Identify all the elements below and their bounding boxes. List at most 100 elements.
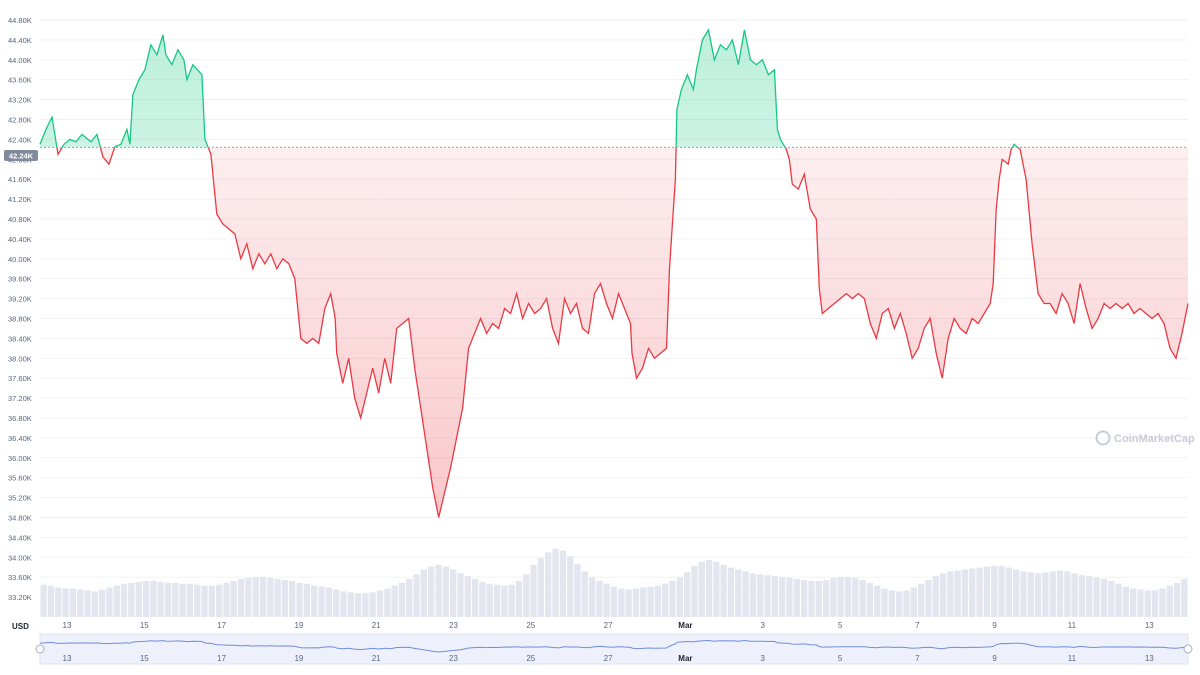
volume-bar — [727, 567, 735, 617]
y-tick-label: 44.40K — [8, 36, 32, 45]
volume-bar — [1144, 590, 1151, 617]
area-fill-below — [56, 147, 1188, 518]
volume-bar — [822, 580, 830, 618]
volume-bar — [1020, 571, 1027, 617]
volume-bar — [186, 583, 193, 618]
volume-bar — [252, 577, 259, 617]
volume-bar — [493, 584, 501, 617]
range-navigator[interactable]: 13 15 17 19 21 23 25 27 Mar 3 5 7 9 11 13 — [35, 633, 1193, 665]
volume-bar — [1027, 572, 1034, 617]
volume-bar — [749, 573, 757, 617]
volume-bar — [296, 582, 303, 617]
y-tick-label: 40.00K — [8, 255, 32, 264]
volume-bar — [106, 587, 113, 617]
volume-bar — [384, 588, 391, 617]
volume-bar — [471, 579, 479, 617]
volume-bar — [1013, 569, 1020, 617]
y-tick-label: 43.20K — [8, 96, 32, 105]
volume-bar — [779, 577, 786, 617]
volume-bar — [939, 573, 947, 617]
navigator-right-handle[interactable] — [1183, 644, 1193, 654]
navigator-x-tick-label: 25 — [526, 654, 535, 663]
x-tick-label: 9 — [992, 621, 997, 630]
volume-bar — [237, 579, 245, 617]
volume-bar — [567, 556, 574, 617]
volume-bar — [976, 567, 983, 617]
volume-bar — [947, 571, 954, 617]
navigator-left-handle[interactable] — [35, 644, 45, 654]
volume-bar — [735, 569, 742, 617]
volume-bar — [150, 580, 157, 617]
volume-bar — [420, 569, 427, 617]
volume-bar — [457, 573, 464, 617]
volume-bar — [428, 566, 435, 617]
currency-label: USD — [12, 622, 29, 631]
y-tick-label: 35.60K — [8, 474, 32, 483]
volume-bar — [128, 582, 135, 617]
volume-bar — [764, 575, 771, 617]
volume-bar — [903, 590, 910, 617]
y-tick-label: 36.00K — [8, 454, 32, 463]
volume-bar — [720, 564, 727, 618]
navigator-x-tick-label: 23 — [449, 654, 458, 663]
volume-bar — [552, 548, 559, 617]
navigator-background[interactable] — [39, 633, 1189, 665]
volume-bar — [808, 580, 815, 617]
volume-bar — [333, 589, 340, 617]
volume-bar — [230, 580, 237, 617]
volume-bar — [91, 591, 98, 618]
volume-bar — [888, 590, 895, 617]
volume-bar — [1130, 588, 1137, 617]
navigator-x-axis: 13 15 17 19 21 23 25 27 Mar 3 5 7 9 11 13 — [63, 654, 1155, 663]
volume-bar — [1173, 582, 1181, 617]
volume-bar — [596, 580, 603, 617]
volume-bar — [852, 578, 859, 617]
volume-bar — [925, 580, 932, 618]
current-price-label: 42.24K — [9, 152, 34, 161]
navigator-x-tick-label: 11 — [1068, 654, 1077, 663]
volume-bar — [793, 579, 800, 617]
volume-bar — [435, 564, 442, 618]
volume-bar — [574, 563, 581, 617]
volume-bar — [508, 584, 515, 617]
y-tick-label: 33.60K — [8, 573, 32, 582]
y-tick-label: 43.60K — [8, 76, 32, 85]
y-tick-label: 36.40K — [8, 434, 32, 443]
volume-bar — [771, 576, 778, 617]
volume-bar — [77, 589, 84, 617]
volume-bar — [537, 558, 544, 617]
y-tick-label: 42.40K — [8, 135, 32, 144]
x-tick-label: 23 — [449, 621, 458, 630]
x-tick-label: 13 — [63, 621, 72, 630]
area-fill-above — [40, 29, 1188, 148]
volume-bar — [515, 580, 523, 617]
volume-bar — [969, 568, 976, 617]
volume-bar — [406, 579, 413, 617]
y-tick-label: 40.40K — [8, 235, 32, 244]
volume-bar — [1049, 571, 1056, 617]
y-tick-label: 38.80K — [8, 314, 32, 323]
y-tick-label: 36.80K — [8, 414, 32, 423]
volume-bar — [369, 592, 376, 617]
volume-bar — [910, 587, 917, 617]
volume-bar — [1115, 583, 1122, 618]
y-axis: 33.20K 33.60K 34.00K 34.40K 34.80K 35.20K 35.6… — [8, 16, 32, 602]
volume-bar — [216, 584, 223, 617]
volume-bar — [1005, 567, 1012, 617]
volume-bar — [932, 576, 939, 617]
volume-bar — [844, 577, 852, 617]
volume-bar — [1042, 572, 1049, 617]
volume-bar — [311, 585, 318, 617]
volume-bar — [157, 581, 164, 617]
volume-bar — [303, 583, 310, 618]
volume-bar — [757, 574, 764, 618]
volume-bar — [859, 580, 866, 618]
volume-bar — [84, 590, 91, 617]
volume-bar — [581, 571, 588, 617]
volume-bar — [954, 570, 961, 617]
y-tick-label: 44.80K — [8, 16, 32, 25]
x-tick-label: 5 — [838, 621, 843, 630]
volume-bar — [391, 585, 398, 617]
